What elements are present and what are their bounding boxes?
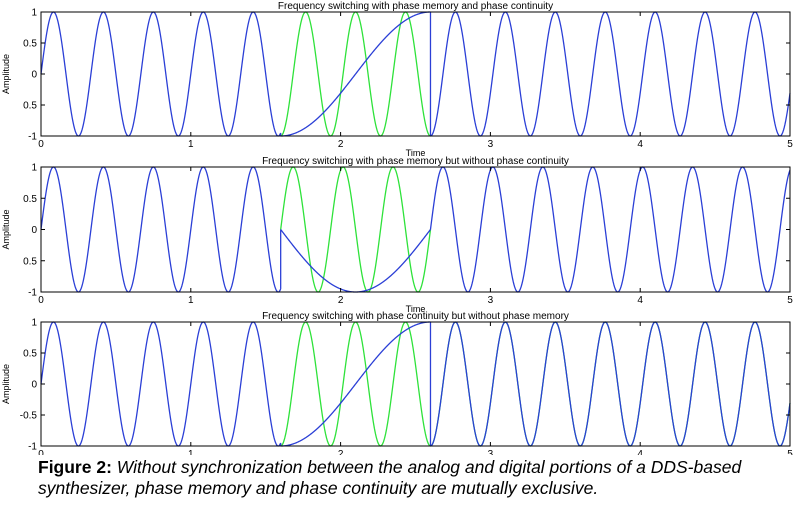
x-tick-label: 0 [38, 295, 44, 306]
signal-series-line [280, 321, 431, 447]
signal-series-line [40, 11, 282, 137]
chart-title: Frequency switching with phase continuit… [262, 311, 569, 322]
y-tick-label: -1 [28, 288, 37, 299]
y-tick-label: 0.5 [23, 256, 37, 267]
y-tick-label: -1 [28, 442, 37, 453]
x-tick-label: 3 [488, 295, 494, 306]
signal-series-line [429, 166, 791, 293]
y-tick-label: -1 [28, 132, 37, 143]
figure-charts: Frequency switching with phase memory an… [1, 1, 793, 455]
x-tick-label: 1 [188, 449, 194, 455]
y-tick-label: 0.5 [23, 101, 37, 112]
y-tick-label: 0.5 [23, 39, 37, 50]
chart-top: Frequency switching with phase memory an… [1, 1, 793, 158]
caption-text: Without synchronization between the anal… [38, 457, 742, 498]
x-tick-label: 2 [338, 139, 344, 150]
chart-title: Frequency switching with phase memory an… [278, 1, 553, 12]
chart-middle: Frequency switching with phase memory bu… [1, 156, 793, 314]
x-tick-label: 4 [637, 139, 643, 150]
x-tick-label: 5 [787, 449, 793, 455]
x-tick-label: 2 [338, 295, 344, 306]
y-tick-label: 0 [31, 70, 37, 81]
signal-series-line [280, 11, 431, 137]
y-tick-label: 0.5 [23, 194, 37, 205]
plot-frame [40, 321, 791, 447]
signal-series-line [40, 321, 282, 447]
caption-lead: Figure 2: [38, 457, 112, 477]
x-tick-label: 0 [38, 139, 44, 150]
figure-caption: Figure 2: Without synchronization betwee… [38, 457, 793, 499]
x-tick-label: 2 [338, 449, 344, 455]
y-axis-label: Amplitude [1, 54, 11, 94]
reference-series-line [280, 166, 432, 293]
x-tick-label: 1 [188, 139, 194, 150]
signal-series-line [280, 229, 431, 293]
plot-frame [40, 166, 791, 293]
chart-title: Frequency switching with phase memory bu… [262, 156, 569, 167]
x-tick-label: 4 [637, 295, 643, 306]
x-axis-label: Time [406, 148, 426, 158]
y-axis-label: Amplitude [1, 209, 11, 249]
x-axis-label: Time [406, 304, 426, 314]
y-tick-label: 0 [31, 225, 37, 236]
x-tick-label: 3 [488, 449, 494, 455]
reference-series-line [280, 321, 791, 447]
x-tick-label: 1 [188, 295, 194, 306]
y-axis-label: Amplitude [1, 364, 11, 404]
chart-bottom: Frequency switching with phase continuit… [1, 311, 793, 455]
y-tick-label: 0.5 [23, 349, 37, 360]
x-tick-label: 0 [38, 449, 44, 455]
y-tick-label: 1 [31, 318, 37, 329]
plot-frame [40, 11, 791, 137]
x-tick-label: 3 [488, 139, 494, 150]
y-tick-label: 0 [31, 380, 37, 391]
y-tick-label: 1 [31, 8, 37, 19]
signal-series-line [430, 321, 791, 447]
signal-series-line [40, 166, 282, 293]
y-tick-label: -0.5 [20, 411, 38, 422]
x-tick-label: 4 [637, 449, 643, 455]
x-tick-label: 5 [787, 139, 793, 150]
x-tick-label: 5 [787, 295, 793, 306]
signal-series-line [430, 11, 791, 137]
y-tick-label: 1 [31, 163, 37, 174]
